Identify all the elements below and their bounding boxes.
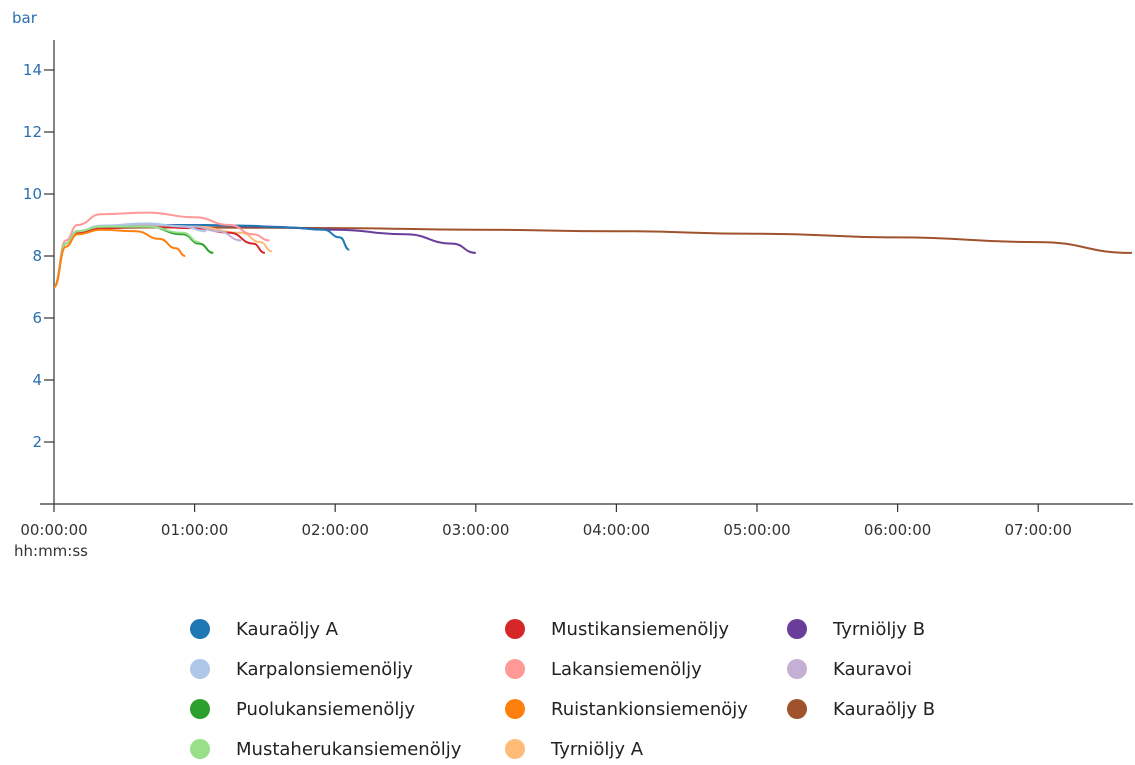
legend-label: Kauraöljy A: [236, 618, 339, 640]
legend-item: Mustaherukansiemenöljy: [190, 735, 461, 763]
legend-swatch: [787, 699, 807, 719]
legend-label: Kauravoi: [833, 658, 913, 680]
legend-item: Kauravoi: [787, 655, 912, 683]
legend-swatch: [505, 739, 525, 759]
legend-label: Mustikansiemenöljy: [551, 618, 730, 640]
legend-swatch: [787, 659, 807, 679]
legend-label: Karpalonsiemenöljy: [236, 658, 413, 680]
legend-swatch: [190, 659, 210, 679]
y-tick-label: 12: [23, 123, 42, 141]
legend-swatch: [505, 699, 525, 719]
y-tick-label: 6: [32, 309, 42, 327]
legend-item: Lakansiemenöljy: [505, 655, 702, 683]
y-tick-label: 10: [23, 185, 42, 203]
legend-swatch: [190, 619, 210, 639]
legend-item: Tyrniöljy A: [505, 735, 643, 763]
x-tick-label: 04:00:00: [583, 521, 650, 539]
legend-item: Kauraöljy A: [190, 615, 338, 643]
x-axis-label: hh:mm:ss: [14, 542, 88, 560]
legend-label: Ruistankionsiemenöjy: [551, 698, 748, 720]
legend-swatch: [190, 699, 210, 719]
series-line-kaura-ljy-a: [53, 224, 350, 288]
axes: 2 4 6 8 10 12 14 00:00:00 01:00:00 02:00:00 03:00:…: [20, 40, 1133, 539]
y-tick-label: 8: [32, 247, 42, 265]
series-line-mustaherukansiemen-ljy: [53, 225, 200, 288]
y-tick-label: 2: [32, 433, 42, 451]
x-tick-label: 05:00:00: [723, 521, 790, 539]
y-tick-label: 4: [32, 371, 42, 389]
x-tick-label: 01:00:00: [161, 521, 228, 539]
legend-item: Mustikansiemenöljy: [505, 615, 729, 643]
x-tick-label: 00:00:00: [20, 521, 87, 539]
legend-item: Ruistankionsiemenöjy: [505, 695, 748, 723]
series-line-ruistankionsiemen-jy: [53, 228, 186, 288]
x-tick-label: 06:00:00: [864, 521, 931, 539]
x-tick-label: 03:00:00: [442, 521, 509, 539]
legend-label: Mustaherukansiemenöljy: [236, 738, 462, 760]
legend-label: Kauraöljy B: [833, 698, 936, 720]
plot-area: [53, 211, 1132, 288]
series-line-kaura-ljy-b: [53, 226, 1132, 288]
legend-swatch: [190, 739, 210, 759]
legend-item: Puolukansiemenöljy: [190, 695, 415, 723]
legend-swatch: [787, 619, 807, 639]
series-line-tyrni-ljy-a: [53, 223, 273, 288]
series-line-mustikansiemen-ljy: [53, 225, 266, 288]
pressure-chart: 2 4 6 8 10 12 14 00:00:00 01:00:00 02:00:00 03:00:…: [12, 9, 1133, 560]
legend-label: Lakansiemenöljy: [551, 658, 702, 680]
legend-item: Tyrniöljy B: [787, 615, 925, 643]
legend-item: Karpalonsiemenöljy: [190, 655, 413, 683]
y-tick-label: 14: [23, 61, 42, 79]
series-line-tyrni-ljy-b: [53, 224, 476, 288]
legend-label: Tyrniöljy A: [551, 738, 644, 760]
legend-item: Kauraöljy B: [787, 695, 935, 723]
legend-swatch: [505, 619, 525, 639]
legend-label: Tyrniöljy B: [833, 618, 926, 640]
legend-label: Puolukansiemenöljy: [236, 698, 416, 720]
y-axis-label: bar: [12, 9, 38, 27]
legend-swatch: [505, 659, 525, 679]
x-tick-label: 02:00:00: [302, 521, 369, 539]
series-line-lakansiemen-ljy: [53, 211, 270, 288]
x-tick-label: 07:00:00: [1005, 521, 1072, 539]
